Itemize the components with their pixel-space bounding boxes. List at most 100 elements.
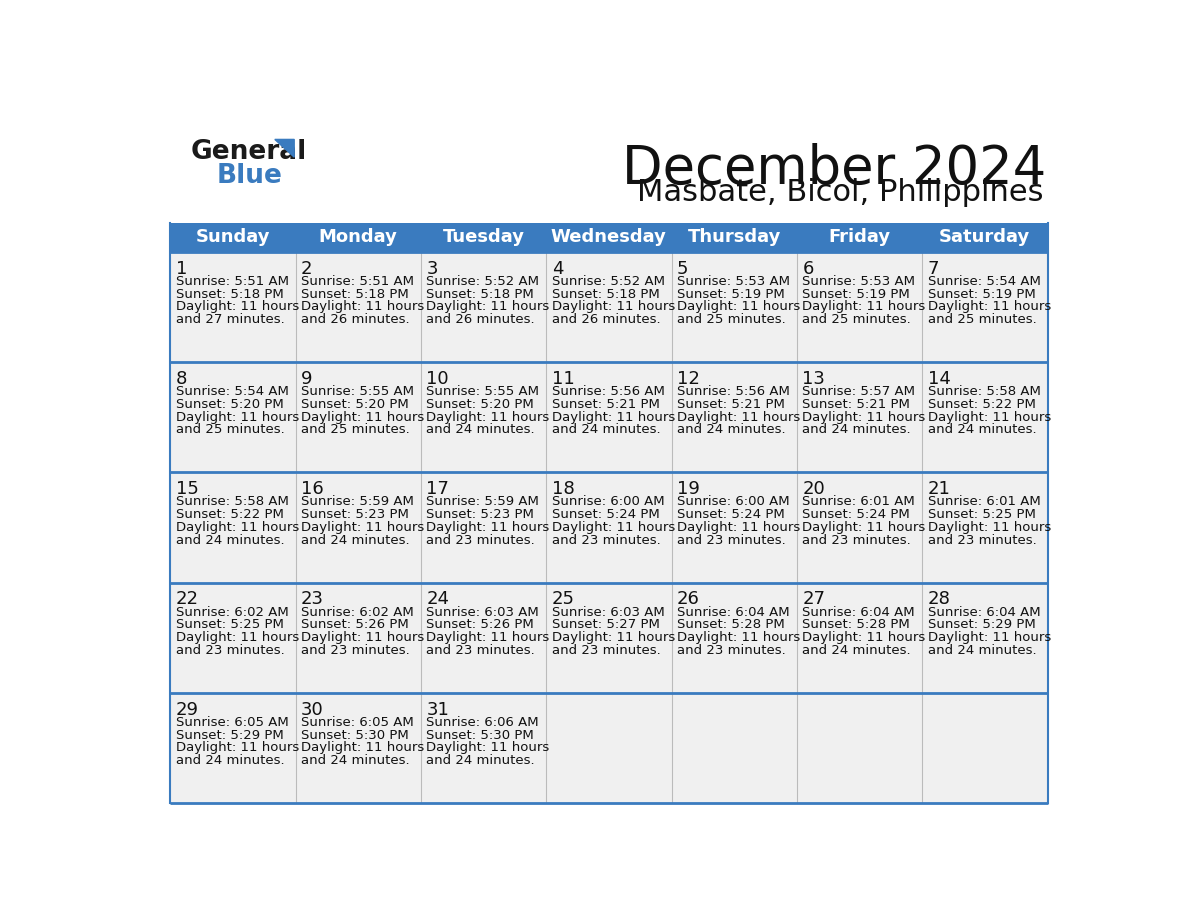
Text: Daylight: 11 hours: Daylight: 11 hours xyxy=(426,742,550,755)
Text: and 26 minutes.: and 26 minutes. xyxy=(301,313,410,326)
Text: Sunrise: 6:05 AM: Sunrise: 6:05 AM xyxy=(301,716,413,729)
Text: Sunset: 5:20 PM: Sunset: 5:20 PM xyxy=(301,397,409,411)
Text: and 24 minutes.: and 24 minutes. xyxy=(176,754,284,767)
Text: 25: 25 xyxy=(551,590,575,609)
Text: Sunset: 5:27 PM: Sunset: 5:27 PM xyxy=(551,619,659,632)
Text: Sunrise: 6:03 AM: Sunrise: 6:03 AM xyxy=(551,606,664,619)
Text: Sunset: 5:20 PM: Sunset: 5:20 PM xyxy=(426,397,535,411)
Text: Daylight: 11 hours: Daylight: 11 hours xyxy=(301,742,424,755)
Text: 9: 9 xyxy=(301,370,312,387)
Text: Sunset: 5:29 PM: Sunset: 5:29 PM xyxy=(176,729,284,742)
Text: Daylight: 11 hours: Daylight: 11 hours xyxy=(176,300,299,313)
Text: 12: 12 xyxy=(677,370,700,387)
Text: Friday: Friday xyxy=(828,229,891,246)
Text: Sunset: 5:19 PM: Sunset: 5:19 PM xyxy=(802,287,910,300)
Text: and 24 minutes.: and 24 minutes. xyxy=(677,423,785,436)
Text: and 23 minutes.: and 23 minutes. xyxy=(426,533,535,546)
Text: and 23 minutes.: and 23 minutes. xyxy=(426,644,535,657)
Text: Daylight: 11 hours: Daylight: 11 hours xyxy=(928,300,1051,313)
Text: December 2024: December 2024 xyxy=(621,143,1045,196)
Text: 19: 19 xyxy=(677,480,700,498)
Text: Sunrise: 5:53 AM: Sunrise: 5:53 AM xyxy=(677,274,790,288)
Text: 2: 2 xyxy=(301,260,312,277)
Text: 18: 18 xyxy=(551,480,574,498)
Text: Sunset: 5:22 PM: Sunset: 5:22 PM xyxy=(928,397,1036,411)
Text: and 24 minutes.: and 24 minutes. xyxy=(802,644,911,657)
Text: and 25 minutes.: and 25 minutes. xyxy=(301,423,410,436)
Text: Sunrise: 5:58 AM: Sunrise: 5:58 AM xyxy=(928,386,1041,398)
Bar xyxy=(546,583,671,693)
Bar xyxy=(296,362,421,473)
Text: Sunrise: 5:59 AM: Sunrise: 5:59 AM xyxy=(426,496,539,509)
Text: Sunrise: 6:00 AM: Sunrise: 6:00 AM xyxy=(677,496,790,509)
Text: Daylight: 11 hours: Daylight: 11 hours xyxy=(802,521,925,534)
Text: and 24 minutes.: and 24 minutes. xyxy=(301,533,410,546)
Text: and 25 minutes.: and 25 minutes. xyxy=(677,313,785,326)
Text: and 23 minutes.: and 23 minutes. xyxy=(551,533,661,546)
Text: 29: 29 xyxy=(176,700,198,719)
Text: 3: 3 xyxy=(426,260,438,277)
Text: and 27 minutes.: and 27 minutes. xyxy=(176,313,284,326)
Bar xyxy=(421,473,546,583)
Text: Sunset: 5:19 PM: Sunset: 5:19 PM xyxy=(928,287,1036,300)
Text: and 23 minutes.: and 23 minutes. xyxy=(928,533,1036,546)
Text: Sunset: 5:28 PM: Sunset: 5:28 PM xyxy=(677,619,785,632)
Bar xyxy=(922,693,1048,803)
Text: Masbate, Bicol, Philippines: Masbate, Bicol, Philippines xyxy=(637,178,1043,207)
Text: 1: 1 xyxy=(176,260,187,277)
Text: 28: 28 xyxy=(928,590,950,609)
Text: Sunrise: 6:05 AM: Sunrise: 6:05 AM xyxy=(176,716,289,729)
Bar xyxy=(170,693,296,803)
Text: Sunrise: 5:59 AM: Sunrise: 5:59 AM xyxy=(301,496,413,509)
Text: Sunrise: 6:02 AM: Sunrise: 6:02 AM xyxy=(301,606,413,619)
Text: Thursday: Thursday xyxy=(688,229,781,246)
Bar xyxy=(170,252,296,362)
Bar xyxy=(671,473,797,583)
Text: Sunset: 5:22 PM: Sunset: 5:22 PM xyxy=(176,509,284,521)
Text: Daylight: 11 hours: Daylight: 11 hours xyxy=(301,300,424,313)
Text: Sunset: 5:20 PM: Sunset: 5:20 PM xyxy=(176,397,284,411)
Text: Daylight: 11 hours: Daylight: 11 hours xyxy=(301,410,424,423)
Text: 13: 13 xyxy=(802,370,826,387)
Text: and 25 minutes.: and 25 minutes. xyxy=(802,313,911,326)
Text: Sunrise: 5:52 AM: Sunrise: 5:52 AM xyxy=(551,274,664,288)
Text: and 24 minutes.: and 24 minutes. xyxy=(928,423,1036,436)
Text: 21: 21 xyxy=(928,480,950,498)
Text: Sunset: 5:19 PM: Sunset: 5:19 PM xyxy=(677,287,785,300)
Text: Saturday: Saturday xyxy=(940,229,1030,246)
Text: and 24 minutes.: and 24 minutes. xyxy=(551,423,661,436)
Bar xyxy=(546,473,671,583)
Text: Sunset: 5:23 PM: Sunset: 5:23 PM xyxy=(301,509,409,521)
Text: Sunset: 5:26 PM: Sunset: 5:26 PM xyxy=(301,619,409,632)
Text: and 24 minutes.: and 24 minutes. xyxy=(426,754,535,767)
Text: and 24 minutes.: and 24 minutes. xyxy=(176,533,284,546)
Text: and 23 minutes.: and 23 minutes. xyxy=(802,533,911,546)
Bar xyxy=(922,473,1048,583)
Text: and 24 minutes.: and 24 minutes. xyxy=(802,423,911,436)
Bar xyxy=(421,362,546,473)
Text: Sunrise: 5:51 AM: Sunrise: 5:51 AM xyxy=(176,274,289,288)
Text: Sunrise: 5:56 AM: Sunrise: 5:56 AM xyxy=(677,386,790,398)
Bar xyxy=(421,693,546,803)
Bar xyxy=(170,473,296,583)
Text: 14: 14 xyxy=(928,370,950,387)
Bar xyxy=(922,252,1048,362)
Bar xyxy=(797,362,922,473)
Text: Sunset: 5:18 PM: Sunset: 5:18 PM xyxy=(426,287,535,300)
Text: 15: 15 xyxy=(176,480,198,498)
Text: Sunrise: 5:57 AM: Sunrise: 5:57 AM xyxy=(802,386,915,398)
Text: Daylight: 11 hours: Daylight: 11 hours xyxy=(176,632,299,644)
Bar xyxy=(797,693,922,803)
Text: Daylight: 11 hours: Daylight: 11 hours xyxy=(677,521,801,534)
Text: 6: 6 xyxy=(802,260,814,277)
Text: 5: 5 xyxy=(677,260,688,277)
Text: 16: 16 xyxy=(301,480,323,498)
Text: 7: 7 xyxy=(928,260,939,277)
Bar xyxy=(546,362,671,473)
Text: and 23 minutes.: and 23 minutes. xyxy=(677,644,785,657)
Text: Sunset: 5:30 PM: Sunset: 5:30 PM xyxy=(301,729,409,742)
Bar xyxy=(922,362,1048,473)
Text: Daylight: 11 hours: Daylight: 11 hours xyxy=(426,632,550,644)
Text: and 23 minutes.: and 23 minutes. xyxy=(301,644,410,657)
Bar xyxy=(421,252,546,362)
